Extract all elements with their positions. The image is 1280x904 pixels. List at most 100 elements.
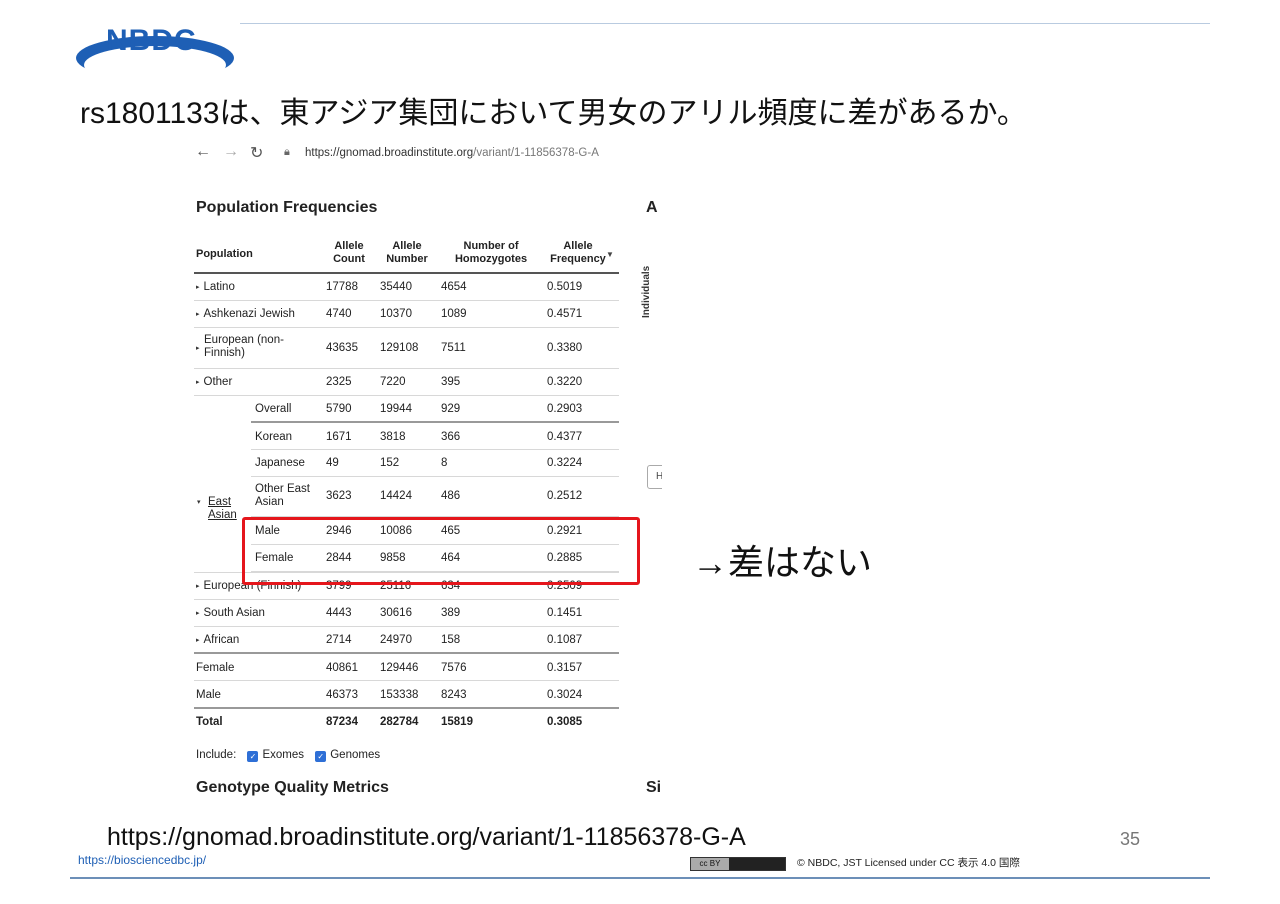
allele-frequency: 0.2885 [547, 552, 583, 564]
table-row[interactable]: Other East Asian 3623 14424 486 0.2512 [251, 477, 619, 517]
allele-count: 49 [326, 457, 339, 469]
genomes-label: Genomes [330, 749, 381, 761]
east-asian-group-label[interactable]: ▾ East Asian [197, 496, 237, 521]
homozygotes: 366 [441, 431, 461, 443]
header-homozygotes[interactable]: Number of Homozygotes [454, 240, 528, 265]
total-row: Total 87234 282784 15819 0.3085 [194, 709, 619, 736]
slide-title: rs1801133は、東アジア集団において男女のアリル頻度に差があるか。 [80, 97, 1027, 130]
include-label: Include: [196, 749, 237, 761]
subpopulation-name: Overall [255, 403, 292, 415]
expand-caret-icon: ▸ [196, 284, 200, 291]
logo-text: NBDC [106, 24, 197, 57]
back-arrow-icon[interactable]: ← [195, 143, 211, 160]
allele-number: 10086 [380, 525, 412, 537]
allele-number: 7220 [380, 376, 406, 388]
table-row[interactable]: Japanese 49 152 8 0.3224 [251, 450, 619, 477]
url-host: https://gnomad.broadinstitute.org [305, 147, 474, 159]
subpopulation-name: Korean [255, 431, 293, 443]
homozygotes: 7576 [441, 662, 467, 674]
nbdc-logo: NBDC [76, 22, 234, 84]
allele-number: 14424 [380, 490, 412, 502]
table-row[interactable]: ▸ Ashkenazi Jewish 4740 10370 1089 0.4571 [194, 301, 619, 328]
population-name: ▸ Other [196, 376, 233, 388]
group-divider [194, 572, 619, 573]
allele-frequency: 0.4377 [547, 431, 583, 443]
side-axis-label: Individuals [641, 265, 652, 318]
table-row[interactable]: ▸ European (non- Finnish) 43635 129108 75… [194, 328, 619, 369]
table-row[interactable]: Overall 5790 19944 929 0.2903 [251, 396, 619, 423]
allele-number: 10370 [380, 308, 412, 320]
allele-frequency: 0.3024 [547, 689, 583, 701]
subpopulation-name: Other East Asian [255, 483, 310, 508]
homozygotes: 929 [441, 403, 461, 415]
allele-number: 152 [380, 457, 400, 469]
subpopulation-name: Japanese [255, 457, 305, 469]
conclusion-note: →差はない [692, 542, 873, 583]
allele-number: 35440 [380, 281, 412, 293]
cc-license-badge: cc BY [690, 857, 786, 871]
site-url[interactable]: https://biosciencedbc.jp/ [78, 853, 207, 867]
collapse-caret-icon: ▾ [197, 499, 201, 506]
allele-number: 24970 [380, 634, 412, 646]
allele-number: 3818 [380, 431, 406, 443]
license-text: © NBDC, JST Licensed under CC 表示 4.0 国際 [797, 857, 1020, 868]
bottom-divider [70, 877, 1210, 879]
allele-frequency: 0.2512 [547, 490, 583, 502]
allele-count: 43635 [326, 342, 358, 354]
table-row[interactable]: ▸ South Asian 4443 30616 389 0.1451 [194, 600, 619, 627]
allele-count: 3623 [326, 490, 352, 502]
population-name: ▸ African [196, 634, 240, 646]
header-rule [194, 272, 619, 274]
allele-count: 1671 [326, 431, 352, 443]
header-population[interactable]: Population [196, 248, 253, 260]
table-row[interactable]: Male 2946 10086 465 0.2921 [251, 517, 619, 545]
side-button[interactable]: H [647, 465, 662, 489]
homozygotes: 1089 [441, 308, 467, 320]
population-name: European (non- Finnish) [204, 334, 284, 359]
allele-frequency: 0.2903 [547, 403, 583, 415]
table-row[interactable]: Male 46373 153338 8243 0.3024 [194, 681, 619, 709]
top-divider [240, 23, 1210, 24]
allele-frequency: 0.3224 [547, 457, 583, 469]
reload-icon[interactable]: ↻ [250, 145, 264, 162]
expand-caret-icon: ▸ [196, 345, 200, 352]
table-row[interactable]: ▸ Latino 17788 35440 4654 0.5019 [194, 274, 619, 301]
section-title: Population Frequencies [196, 199, 378, 216]
population-name: ▸ South Asian [196, 607, 265, 619]
allele-number: 30616 [380, 607, 412, 619]
allele-number: 129446 [380, 662, 419, 674]
allele-count: 2714 [326, 634, 352, 646]
header-allele-number[interactable]: Allele Number [386, 240, 428, 265]
table-row[interactable]: ▸ African 2714 24970 158 0.1087 [194, 627, 619, 654]
subpopulation-name: Male [255, 525, 280, 537]
homozygotes: 464 [441, 552, 461, 564]
genomes-checkbox[interactable]: ✓ [315, 751, 327, 762]
table-row[interactable]: Female 2844 9858 464 0.2885 [251, 545, 619, 572]
table-row[interactable]: ▸ Other 2325 7220 395 0.3220 [194, 369, 619, 396]
side-heading-top: A [646, 199, 658, 216]
header-allele-count[interactable]: Allele Count [333, 240, 365, 265]
logo-swoosh [76, 36, 234, 84]
homozygotes: 15819 [441, 716, 473, 728]
table-row[interactable]: Korean 1671 3818 366 0.4377 [251, 423, 619, 450]
homozygotes: 8 [441, 457, 448, 469]
population-name: ▸ Latino [196, 281, 235, 293]
address-bar[interactable]: https://gnomad.broadinstitute.org/varian… [305, 147, 599, 159]
table-row[interactable]: Female 40861 129446 7576 0.3157 [194, 654, 619, 681]
header-allele-frequency[interactable]: Allele Frequency [550, 240, 606, 265]
allele-count: 4740 [326, 308, 352, 320]
allele-count: 2946 [326, 525, 352, 537]
allele-count: 2325 [326, 376, 352, 388]
expand-caret-icon: ▸ [196, 311, 200, 318]
exomes-checkbox[interactable]: ✓ [247, 751, 259, 762]
homozygotes: 389 [441, 607, 461, 619]
forward-arrow-icon[interactable]: → [223, 143, 239, 160]
homozygotes: 465 [441, 525, 461, 537]
allele-frequency: 0.3220 [547, 376, 583, 388]
homozygotes: 7511 [441, 342, 466, 354]
allele-number: 9858 [380, 552, 406, 564]
exomes-label: Exomes [262, 749, 305, 761]
population-name: Total [196, 716, 223, 728]
allele-count: 40861 [326, 662, 358, 674]
include-filter: Include: ✓ Exomes ✓ Genomes [196, 749, 380, 762]
